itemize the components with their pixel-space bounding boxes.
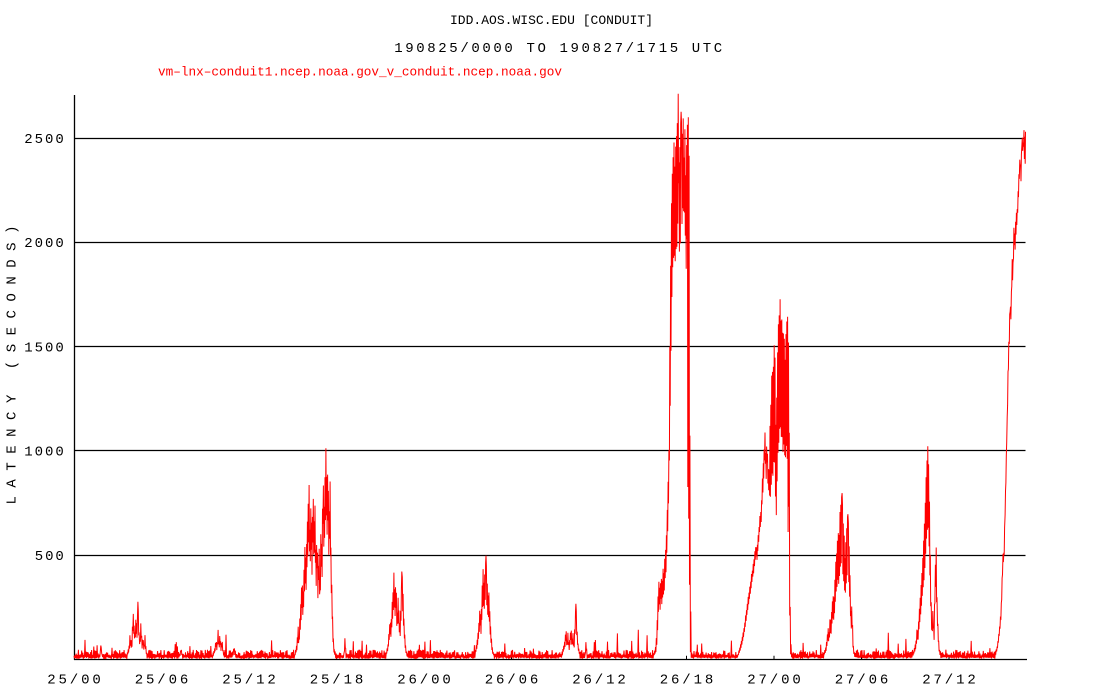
svg-text:IDD.AOS.WISC.EDU [CONDUIT]: IDD.AOS.WISC.EDU [CONDUIT] (450, 13, 653, 28)
svg-text:26/00: 26/00 (397, 673, 451, 689)
svg-text:1000: 1000 (24, 445, 64, 461)
svg-text:2000: 2000 (24, 236, 64, 252)
svg-text:27/06: 27/06 (835, 673, 889, 689)
svg-text:27/12: 27/12 (922, 673, 976, 689)
svg-text:25/06: 25/06 (135, 673, 189, 689)
svg-text:LATENCY (SECONDS): LATENCY (SECONDS) (5, 226, 21, 505)
svg-text:26/18: 26/18 (660, 673, 714, 689)
svg-text:26/06: 26/06 (485, 673, 539, 689)
svg-text:25/18: 25/18 (310, 673, 364, 689)
svg-text:190825/0000 TO 190827/1715 UTC: 190825/0000 TO 190827/1715 UTC (394, 41, 722, 57)
svg-text:vm–lnx–conduit1.ncep.noaa.gov_: vm–lnx–conduit1.ncep.noaa.gov_v_conduit.… (158, 65, 562, 80)
svg-text:25/00: 25/00 (47, 673, 101, 689)
svg-text:2500: 2500 (24, 132, 64, 148)
svg-text:26/12: 26/12 (572, 673, 626, 689)
svg-text:25/12: 25/12 (222, 673, 276, 689)
svg-text:1500: 1500 (24, 340, 64, 356)
svg-text:500: 500 (35, 549, 64, 565)
svg-text:27/00: 27/00 (747, 673, 801, 689)
